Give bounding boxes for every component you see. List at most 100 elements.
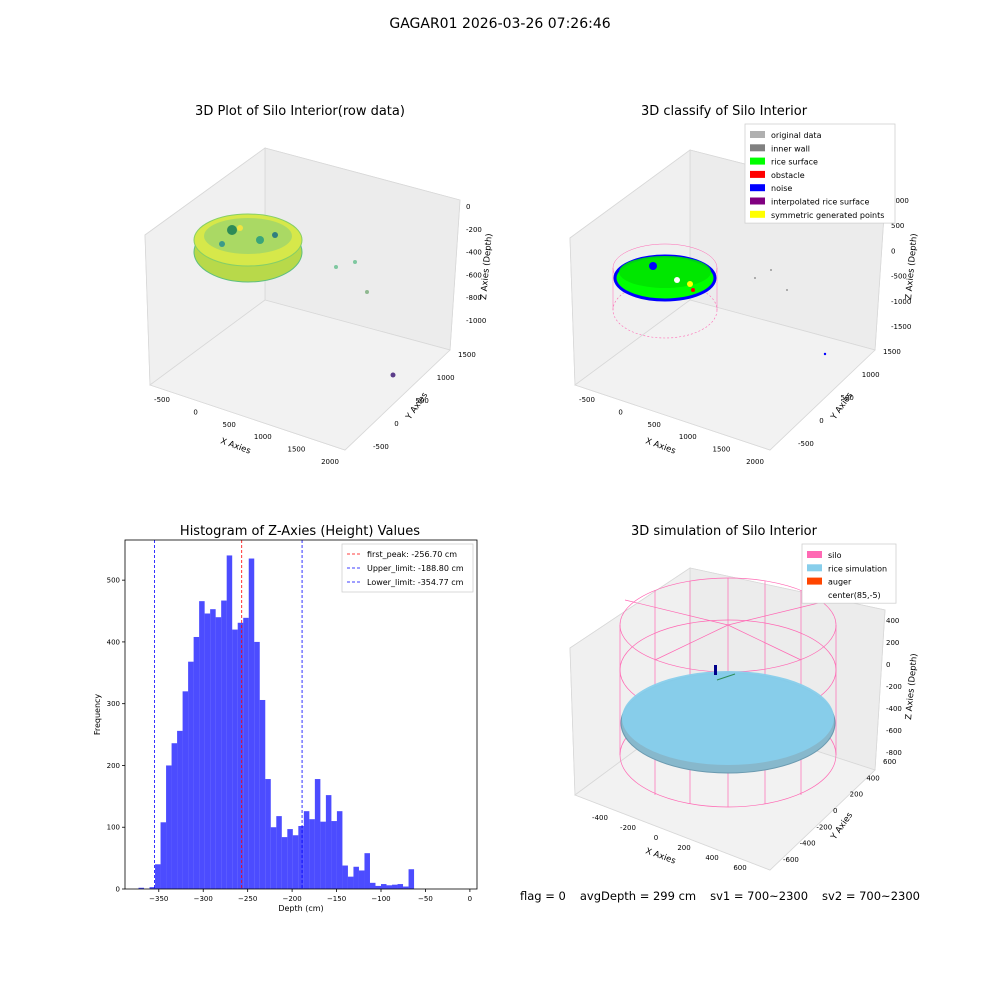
raw-plot-title: 3D Plot of Silo Interior(row data): [195, 104, 405, 119]
simulation-x-tick-label: 600: [733, 864, 746, 872]
simulation-x-tick-label: 200: [677, 844, 690, 852]
histogram-bar: [364, 853, 370, 889]
raw-z-tick-label: -800: [466, 294, 482, 302]
classify-x-tick-label: 500: [648, 421, 661, 429]
histogram-bar: [369, 882, 376, 889]
histogram-bar: [193, 636, 200, 889]
simulation-x-tick-label: -200: [620, 824, 636, 832]
histogram-chart: −350 −300 −250 −200 −150 −100 −50 0 0 100 200 300 40…: [93, 539, 478, 913]
simulation-y-tick-label: 200: [850, 791, 863, 799]
classify-legend-label: rice surface: [771, 158, 818, 167]
raw-z-tick-label: -400: [466, 249, 482, 257]
classify-legend-box: [744, 123, 896, 224]
classify-point-cloud: [612, 243, 827, 356]
simulation-x-tick-label: 0: [654, 834, 658, 842]
simulation-auger: [714, 665, 736, 681]
simulation-plot-title: 3D simulation of Silo Interior: [631, 524, 817, 539]
simulation-xlabel: X Axies: [644, 846, 677, 866]
classify-legend-swatch: [750, 131, 765, 138]
raw-xlabel: X Axies: [219, 436, 252, 456]
simulation-z-tick-label: -600: [886, 727, 902, 735]
classify-legend-label: noise: [771, 184, 792, 193]
histogram-bar: [149, 887, 156, 889]
simulation-x-tick-label: -400: [592, 814, 608, 822]
histogram-bar: [287, 829, 293, 889]
classify-y-tick-label: -500: [798, 440, 814, 448]
raw-z-tick-label: -600: [466, 271, 482, 279]
classify-legend-swatch: [750, 144, 765, 152]
histogram-bar: [309, 819, 315, 889]
histogram-bar: [375, 885, 381, 889]
classify-legend-label: inner wall: [771, 144, 810, 153]
histogram-x-tick-label: −300: [194, 895, 213, 903]
classify-y-tick-label: 1500: [883, 348, 901, 356]
histogram-bar: [210, 609, 216, 889]
histogram-x-tick-label: −150: [327, 895, 346, 903]
raw-y-tick-label: 500: [416, 397, 429, 405]
histogram-bar: [182, 691, 189, 889]
classify-zlabel: Z Axies (Depth): [904, 233, 920, 300]
classify-z-tick-label: 1000: [891, 197, 909, 205]
histogram-bar: [138, 887, 145, 889]
status-footer: flag = 0 avgDepth = 299 cm sv1 = 700~2300 s…: [520, 889, 934, 903]
figure-title: GAGAR01 2026-03-26 07:26:46: [389, 16, 611, 32]
histogram-bar: [314, 779, 321, 889]
classify-x-tick-label: 1000: [679, 433, 697, 441]
classify-xlabel: X Axies: [644, 436, 677, 456]
histogram-y-tick-label: 500: [107, 577, 120, 585]
simulation-ylabel: Y Axies: [829, 810, 856, 842]
histogram-bar: [381, 884, 387, 889]
histogram-x-tick-label: −100: [371, 895, 390, 903]
classify-z-tick-label: -500: [891, 273, 907, 281]
raw-y-tick-label: -500: [373, 443, 389, 451]
simulation-legend-label: center(85,-5): [828, 591, 881, 600]
classify-x-tick-label: 1500: [712, 446, 730, 454]
histogram-bar: [221, 600, 227, 889]
simulation-z-tick-label: 200: [886, 639, 899, 647]
histogram-bar: [166, 765, 172, 889]
histogram-legend-label: first_peak: -256.70 cm: [367, 550, 457, 559]
classify-y-tick-label: 500: [841, 394, 854, 402]
classify-x-tick-label: -500: [579, 396, 595, 404]
histogram-y-tick-label: 200: [107, 762, 120, 770]
histogram-x-tick-label: −50: [418, 895, 433, 903]
histogram-bar: [298, 825, 304, 889]
raw-y-tick-label: 0: [394, 420, 398, 428]
histogram-bar: [215, 617, 222, 889]
histogram-bar: [386, 885, 393, 889]
classify-x-tick-label: 2000: [746, 458, 764, 466]
histogram-bar: [331, 821, 337, 889]
classify-legend-swatch: [750, 210, 765, 218]
flag-text: flag = 0: [520, 889, 566, 903]
histogram-bar: [177, 730, 183, 889]
histogram-bar: [342, 865, 348, 889]
classify-legend-swatch: [750, 157, 765, 165]
histogram-bar: [281, 837, 288, 889]
classify-3d-axes-box: [569, 149, 886, 451]
classify-y-tick-label: 1000: [862, 371, 880, 379]
raw-z-tick-label: 0: [466, 203, 470, 211]
histogram-bar: [226, 555, 233, 889]
simulation-z-tick-label: -200: [886, 683, 902, 691]
histogram-bar: [353, 866, 359, 889]
simulation-legend-label: rice simulation: [828, 564, 887, 573]
simulation-legend-label: silo: [828, 551, 842, 560]
simulation-y-tick-label: 600: [883, 758, 896, 766]
simulation-legend-label: auger: [828, 578, 852, 587]
raw-z-tick-label: -1000: [466, 317, 486, 325]
histogram-bars: [138, 555, 415, 889]
histogram-bar: [336, 811, 343, 889]
histogram-bar: [408, 869, 415, 889]
raw-y-tick-label: 1000: [437, 374, 455, 382]
histogram-bar: [397, 884, 404, 889]
histogram-bar: [265, 779, 271, 889]
histogram-bar: [325, 795, 332, 889]
histogram-x-tick-label: −350: [149, 895, 168, 903]
raw-x-tick-label: 0: [193, 408, 197, 416]
raw-ylabel: Y Axies: [404, 390, 431, 422]
classify-legend: original data inner wall rice surface obsta…: [744, 123, 896, 224]
classify-z-tick-label: 0: [891, 247, 895, 255]
simulation-z-tick-label: 400: [886, 617, 899, 625]
sv1-text: sv1 = 700~2300: [710, 889, 809, 903]
simulation-legend-swatch: [807, 551, 822, 558]
